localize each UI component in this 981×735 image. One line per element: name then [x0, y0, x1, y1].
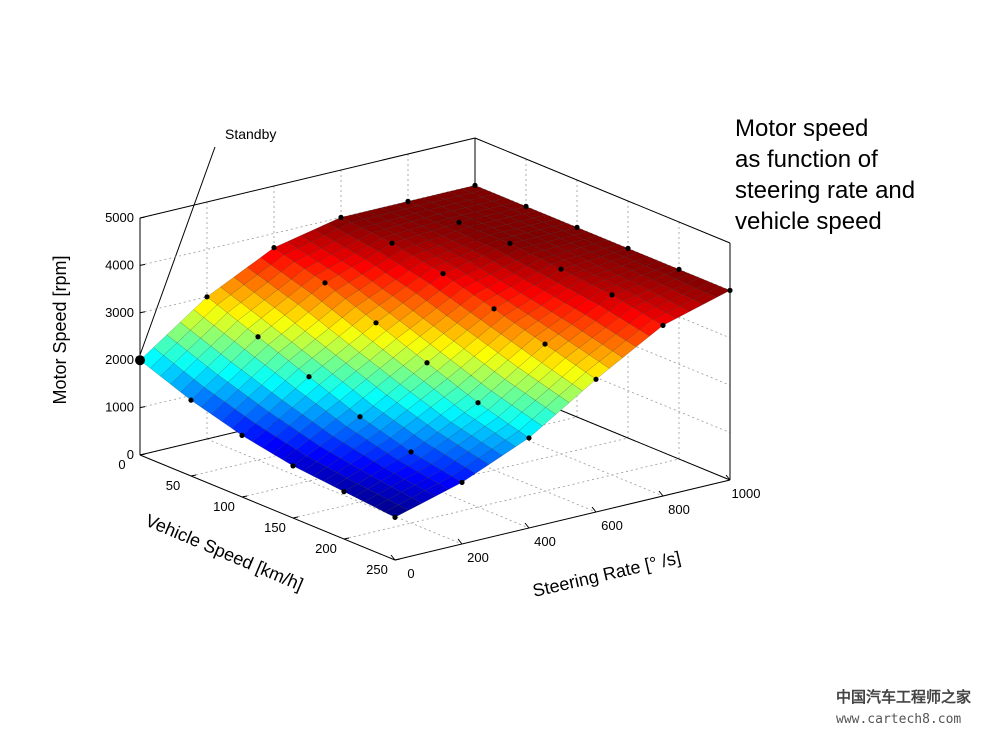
- data-point: [373, 320, 379, 326]
- data-point: [459, 479, 465, 485]
- surface-patch: [491, 439, 517, 456]
- surface-patch: [464, 457, 490, 474]
- z-tick-label: 2000: [105, 352, 134, 367]
- watermark: 中国汽车工程师之家: [836, 688, 971, 706]
- z-tick-label: 5000: [105, 210, 134, 225]
- tick-mark: [725, 474, 731, 481]
- data-point: [188, 397, 194, 403]
- data-point: [405, 198, 411, 204]
- tick-mark: [241, 495, 248, 498]
- data-point: [290, 463, 296, 469]
- data-point: [609, 292, 615, 298]
- data-point: [625, 245, 631, 251]
- data-point: [357, 414, 363, 420]
- x-tick-label: 250: [366, 562, 388, 577]
- data-point: [475, 400, 481, 406]
- data-point: [526, 435, 532, 441]
- data-point: [574, 224, 580, 230]
- data-point: [558, 266, 564, 272]
- tick-mark: [390, 554, 396, 561]
- data-point: [542, 341, 548, 347]
- data-point: [239, 432, 245, 438]
- tick-mark: [139, 453, 146, 456]
- surface-patch: [384, 504, 409, 518]
- y-tick-label: 400: [534, 534, 556, 549]
- tick-mark: [343, 537, 350, 540]
- data-point: [424, 360, 430, 366]
- annotation-line: vehicle speed: [735, 208, 882, 235]
- z-tick-label: 0: [127, 447, 134, 462]
- tick-mark: [394, 558, 401, 561]
- grid-line: [474, 185, 731, 291]
- data-point: [676, 266, 682, 272]
- tick-mark: [139, 311, 146, 314]
- data-point: [507, 240, 513, 246]
- data-point: [408, 449, 414, 455]
- z-tick-label: 3000: [105, 305, 134, 320]
- x-tick-label: 100: [213, 499, 235, 514]
- tick-mark: [139, 406, 146, 409]
- data-point: [341, 489, 347, 495]
- data-point: [727, 287, 733, 293]
- axis-line: [139, 137, 476, 219]
- data-point: [472, 182, 478, 188]
- data-point: [491, 306, 497, 312]
- tick-mark: [139, 263, 146, 266]
- data-point: [204, 294, 210, 300]
- x-tick-label: 0: [118, 457, 125, 472]
- data-point: [135, 355, 145, 366]
- data-point: [322, 280, 328, 286]
- axis-line: [139, 454, 396, 561]
- y-tick-label: 600: [601, 518, 623, 533]
- tick-mark: [139, 216, 146, 219]
- data-point: [255, 334, 261, 340]
- data-point: [389, 240, 395, 246]
- x-tick-label: 150: [264, 520, 286, 535]
- y-tick-label: 200: [467, 550, 489, 565]
- tick-mark: [190, 474, 197, 477]
- data-point: [523, 203, 529, 209]
- y-axis-label: Steering Rate [° /s]: [531, 547, 683, 601]
- tick-mark: [658, 490, 664, 497]
- callout-line: [139, 146, 216, 356]
- annotation-line: steering rate and: [735, 177, 915, 204]
- y-tick-label: 800: [668, 502, 690, 517]
- data-point: [338, 214, 344, 220]
- y-tick-label: 1000: [732, 486, 761, 501]
- axis-line: [394, 479, 731, 561]
- annotation-line: Motor speed: [735, 115, 868, 142]
- watermark: www.cartech8.com: [836, 712, 961, 727]
- data-point: [660, 322, 666, 328]
- annotation: Motor speed as function of steering rate a…: [735, 115, 915, 235]
- tick-mark: [457, 538, 463, 545]
- data-point: [306, 374, 312, 380]
- y-tick-label: 0: [407, 566, 414, 581]
- callout-label: Standby: [225, 126, 276, 142]
- z-tick-label: 1000: [105, 400, 134, 415]
- data-point: [440, 271, 446, 277]
- annotation-line: as function of: [735, 146, 878, 173]
- z-axis-label: Motor Speed [rpm]: [50, 255, 70, 404]
- axis-line: [474, 137, 731, 244]
- x-tick-label: 200: [315, 541, 337, 556]
- data-point: [392, 514, 398, 520]
- data-point: [456, 219, 462, 225]
- tick-mark: [292, 516, 299, 519]
- z-tick-label: 4000: [105, 257, 134, 272]
- data-point: [271, 245, 277, 251]
- grid-line: [206, 438, 463, 545]
- tick-mark: [524, 522, 530, 529]
- data-point: [593, 376, 599, 382]
- tick-mark: [591, 506, 597, 513]
- x-tick-label: 50: [166, 478, 180, 493]
